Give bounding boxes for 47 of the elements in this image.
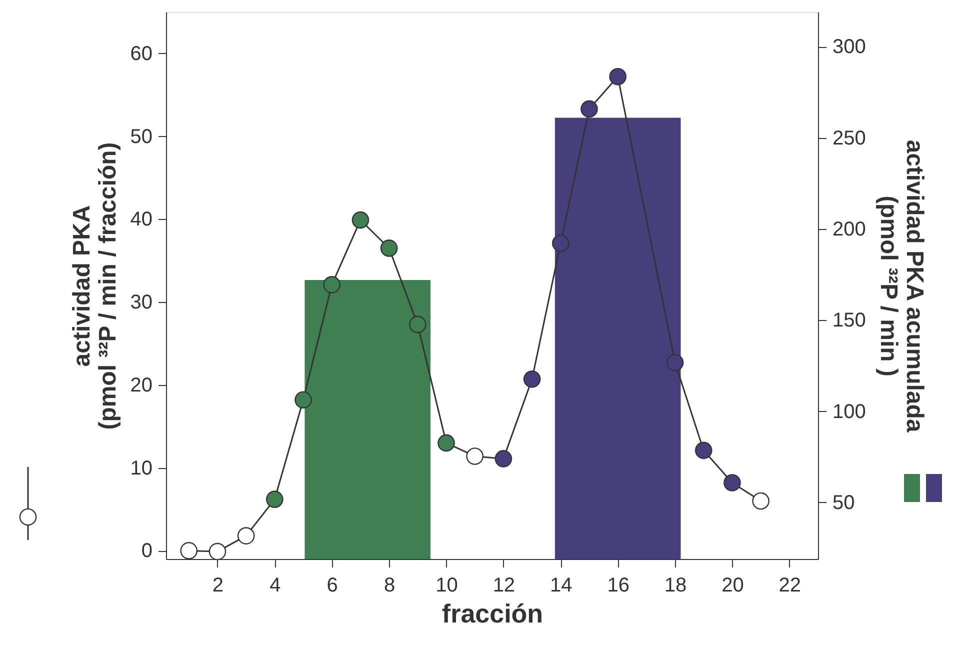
point bbox=[237, 527, 255, 544]
point bbox=[208, 542, 226, 560]
point bbox=[580, 100, 598, 118]
x-tick-label: 10 bbox=[436, 574, 458, 596]
y-tick-label: 40 bbox=[130, 208, 152, 231]
point bbox=[523, 370, 541, 388]
y-tick-label: 50 bbox=[130, 126, 152, 148]
y2-tick-label: 300 bbox=[832, 36, 866, 58]
x-tick-label: 18 bbox=[664, 574, 687, 596]
point bbox=[466, 448, 484, 465]
y2-tick-label: 200 bbox=[832, 218, 866, 240]
x-tick-label: 16 bbox=[607, 574, 630, 596]
x-tick-label: 8 bbox=[384, 574, 396, 596]
y2-tick-label: 100 bbox=[832, 400, 866, 423]
point bbox=[752, 492, 770, 510]
x-tick-label: 12 bbox=[492, 574, 516, 596]
y2-tick-label: 50 bbox=[832, 492, 855, 514]
point bbox=[408, 316, 426, 334]
y-tick-label: 60 bbox=[130, 42, 152, 65]
point bbox=[666, 354, 684, 372]
y2-axis-title: actividad PKA acumulada (pmol ³²P / min ) bbox=[874, 140, 928, 433]
x-tick-label: 2 bbox=[212, 574, 224, 596]
point bbox=[323, 276, 341, 294]
point bbox=[438, 434, 455, 452]
point bbox=[180, 542, 198, 560]
point bbox=[724, 474, 741, 492]
point bbox=[352, 211, 370, 229]
point bbox=[294, 391, 312, 409]
x-tick-label: 20 bbox=[722, 574, 744, 596]
y-tick-label: 20 bbox=[130, 374, 152, 396]
point bbox=[552, 234, 570, 252]
x-tick-label: 4 bbox=[270, 574, 281, 596]
point bbox=[266, 490, 284, 508]
y-tick-label: 0 bbox=[141, 540, 152, 562]
point bbox=[609, 68, 626, 86]
x-tick-label: 6 bbox=[326, 574, 338, 596]
x-tick-label: 14 bbox=[550, 574, 572, 596]
y2-tick-label: 250 bbox=[832, 127, 866, 150]
point bbox=[380, 240, 398, 257]
y-axis-title: actividad PKA (pmol ³²P / min / fracción) bbox=[68, 142, 122, 430]
point bbox=[694, 442, 712, 460]
y2-tick-label: 150 bbox=[832, 310, 866, 332]
x-tick-label: 22 bbox=[778, 574, 802, 596]
y-tick-label: 30 bbox=[130, 292, 152, 314]
point bbox=[494, 450, 512, 468]
x-axis-title: fracción bbox=[442, 598, 544, 628]
y-tick-label: 10 bbox=[130, 457, 152, 480]
